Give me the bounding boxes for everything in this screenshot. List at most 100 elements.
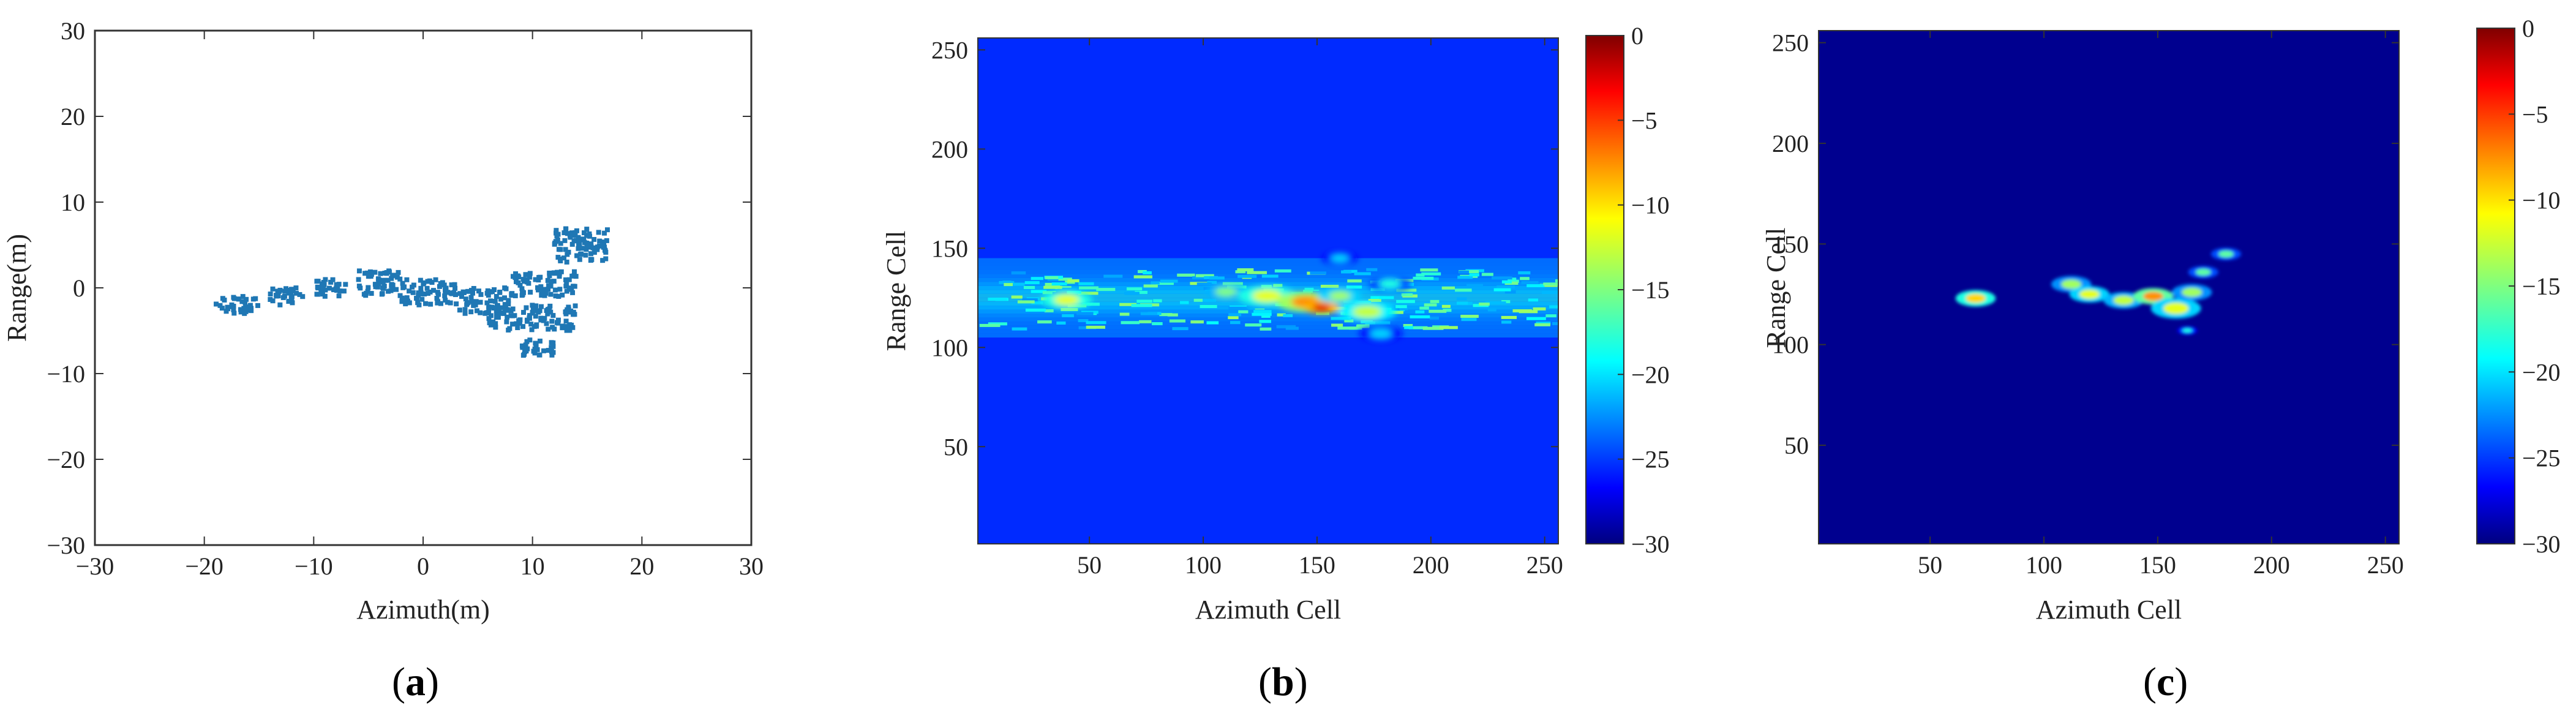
- scatter-point: [556, 293, 561, 299]
- clutter-speck: [1441, 304, 1451, 308]
- clutter-speck: [1487, 308, 1496, 312]
- scatter-point: [571, 309, 576, 315]
- scatter-point: [506, 298, 511, 303]
- scatter-point: [576, 246, 581, 251]
- clutter-speck: [1228, 313, 1242, 317]
- clutter-speck: [1011, 271, 1026, 275]
- clutter-speck: [1545, 314, 1556, 318]
- scatter-point: [523, 277, 528, 282]
- hotspot: [2196, 268, 2211, 276]
- x-tick-label: 0: [417, 552, 429, 580]
- scatter-point: [289, 294, 295, 299]
- scatter-point: [326, 285, 332, 291]
- scatter-point: [508, 313, 514, 318]
- panel-b: 50 100 150 200 250 50 100 150 200 250 0 −5 −10 −15 −…: [881, 22, 1670, 704]
- x-axis-label-a: Azimuth(m): [356, 595, 490, 625]
- clutter-speck: [1190, 320, 1204, 324]
- clutter-speck: [1237, 274, 1257, 278]
- scatter-point: [513, 271, 519, 277]
- scatter-point: [404, 277, 410, 282]
- scatter-point: [498, 311, 503, 316]
- scatter-point: [484, 310, 489, 315]
- scatter-point: [300, 294, 306, 299]
- scatter-point: [366, 285, 371, 290]
- scatter-point: [323, 287, 328, 293]
- clutter-speck: [1135, 290, 1147, 294]
- scatter-point: [506, 327, 511, 333]
- scatter-point: [488, 322, 494, 328]
- panel-label-b: (b): [1258, 660, 1308, 704]
- scatter-point: [364, 270, 370, 276]
- scatter-point: [550, 341, 555, 347]
- clutter-speck: [1260, 327, 1272, 331]
- scatter-point: [544, 321, 549, 326]
- clutter-speck: [1303, 290, 1320, 293]
- scatter-point: [519, 343, 525, 348]
- scatter-point: [431, 288, 437, 293]
- scatter-point: [549, 345, 554, 350]
- scatter-point: [533, 323, 539, 329]
- scatter-point: [496, 307, 501, 313]
- colorbar-tick-label: −15: [1631, 276, 1670, 304]
- scatter-point: [443, 298, 448, 303]
- clutter-speck: [1047, 277, 1059, 281]
- scatter-point: [565, 252, 570, 257]
- clutter-speck: [1078, 282, 1094, 285]
- scatter-point: [556, 247, 561, 252]
- y-tick-label: −30: [47, 532, 85, 559]
- scatter-point: [571, 238, 577, 244]
- scatter-point: [323, 277, 328, 282]
- y-tick-label: 30: [61, 17, 85, 45]
- scatter-point: [519, 286, 525, 292]
- clutter-speck: [1379, 296, 1394, 299]
- scatter-point: [565, 325, 570, 331]
- scatter-point: [425, 291, 430, 296]
- heatmap-c-hotspots: [1955, 247, 2241, 335]
- scatter-point: [468, 288, 474, 293]
- panel-label-a-letter: a: [405, 660, 426, 704]
- scatter-point: [560, 323, 565, 329]
- scatter-point: [463, 296, 468, 302]
- scatter-point: [415, 300, 421, 306]
- clutter-speck: [1283, 314, 1293, 317]
- scatter-point: [473, 299, 479, 304]
- scatter-point: [470, 290, 475, 296]
- scatter-point: [268, 296, 273, 302]
- x-tick-label: −30: [76, 552, 115, 580]
- clutter-speck: [1501, 315, 1517, 319]
- y-tick-label: 50: [1784, 432, 1809, 459]
- clutter-speck: [1180, 301, 1189, 304]
- clutter-speck: [1126, 287, 1143, 291]
- clutter-speck: [1012, 327, 1027, 331]
- clutter-speck: [1419, 306, 1429, 310]
- scatter-point: [502, 295, 508, 301]
- clutter-speck: [1058, 277, 1072, 281]
- scatter-point: [498, 296, 504, 302]
- scatter-point: [601, 244, 606, 250]
- clutter-speck: [1222, 282, 1243, 285]
- scatter-point: [516, 274, 522, 280]
- scatter-point: [573, 303, 578, 309]
- scatter-point: [275, 288, 280, 294]
- y-tick-label: 200: [931, 135, 968, 163]
- y-tick-label: 20: [61, 103, 85, 130]
- scatter-point: [570, 290, 576, 295]
- clutter-speck: [1304, 287, 1314, 291]
- scatter-point: [402, 284, 407, 290]
- scatter-point: [561, 230, 567, 236]
- clutter-speck: [1206, 321, 1219, 325]
- scatter-point: [484, 300, 490, 306]
- scatter-point: [328, 279, 334, 285]
- scatter-point: [478, 299, 483, 305]
- scatter-point: [419, 296, 425, 302]
- scatter-point: [520, 292, 525, 297]
- scatter-point: [584, 247, 589, 252]
- clutter-speck: [1526, 317, 1546, 320]
- colorbar-tick-label: −30: [1631, 530, 1670, 558]
- scatter-point: [572, 233, 577, 238]
- scatter-point: [418, 277, 423, 283]
- scatter-point: [517, 317, 523, 323]
- scatter-point: [270, 286, 276, 292]
- clutter-speck: [1395, 305, 1407, 309]
